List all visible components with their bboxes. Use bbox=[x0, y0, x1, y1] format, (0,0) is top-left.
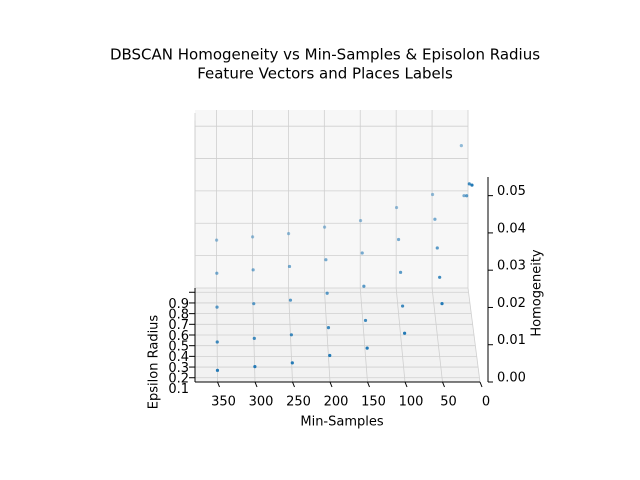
point bbox=[215, 340, 219, 344]
z-tick-label: 0.02 bbox=[497, 296, 526, 311]
chart-title: DBSCAN Homogeneity vs Min-Samples & Epis… bbox=[110, 46, 540, 64]
x-tick bbox=[479, 381, 483, 388]
point bbox=[462, 194, 466, 198]
chart-subtitle: Feature Vectors and Places Labels bbox=[197, 65, 453, 83]
point bbox=[438, 275, 442, 279]
back-pane bbox=[195, 110, 468, 288]
point bbox=[394, 205, 399, 210]
point bbox=[325, 291, 329, 295]
point bbox=[360, 251, 364, 255]
x-tick bbox=[292, 381, 295, 388]
z-axis-title: Homogeneity bbox=[530, 249, 545, 337]
point bbox=[362, 284, 366, 288]
x-tick bbox=[442, 381, 445, 388]
point bbox=[286, 232, 291, 236]
x-tick bbox=[404, 381, 408, 388]
point bbox=[215, 368, 220, 372]
point bbox=[289, 333, 293, 337]
y-tick-label: 0.6 bbox=[168, 329, 189, 344]
point bbox=[251, 268, 255, 272]
y-tick-label: 0.5 bbox=[168, 340, 189, 355]
point bbox=[396, 237, 401, 242]
x-tick-label: 200 bbox=[324, 395, 349, 410]
point bbox=[430, 192, 435, 197]
point bbox=[214, 238, 219, 242]
point bbox=[253, 365, 257, 369]
y-axis-title: Epsilon Radius bbox=[147, 315, 162, 410]
point bbox=[287, 264, 292, 269]
z-tick-label: 0.05 bbox=[497, 184, 526, 199]
x-tick-label: 150 bbox=[361, 395, 386, 410]
point bbox=[467, 182, 471, 186]
x-tick-label: 300 bbox=[249, 395, 274, 410]
x-tick-label: 100 bbox=[399, 395, 424, 410]
y-tick-label: 0.1 bbox=[168, 382, 189, 397]
y-tick-label: 0.9 bbox=[168, 297, 189, 312]
y-tick-label: 0.7 bbox=[168, 318, 189, 333]
point bbox=[252, 336, 256, 340]
z-tick-label: 0.04 bbox=[497, 221, 526, 236]
point bbox=[328, 353, 332, 358]
point bbox=[358, 218, 363, 223]
point bbox=[326, 326, 331, 330]
point bbox=[322, 225, 327, 229]
point bbox=[215, 305, 219, 309]
x-tick-label: 350 bbox=[211, 395, 236, 410]
point bbox=[365, 346, 369, 350]
x-tick bbox=[367, 381, 370, 388]
z-tick-label: 0.03 bbox=[497, 259, 526, 274]
x-tick bbox=[254, 381, 258, 388]
point bbox=[290, 361, 294, 365]
point bbox=[398, 270, 403, 274]
point bbox=[459, 144, 463, 148]
point bbox=[465, 194, 469, 198]
y-tick-label: 0.8 bbox=[168, 307, 189, 322]
point bbox=[402, 331, 407, 335]
point bbox=[363, 318, 368, 323]
x-tick bbox=[329, 381, 333, 388]
x-axis-title: Min-Samples bbox=[300, 415, 384, 430]
x-tick bbox=[217, 381, 220, 388]
point bbox=[470, 183, 474, 187]
point bbox=[435, 246, 439, 250]
point bbox=[288, 298, 293, 302]
z-tick-label: 0.01 bbox=[497, 333, 526, 348]
z-tick-label: 0.00 bbox=[497, 371, 526, 386]
point bbox=[252, 302, 256, 306]
point bbox=[250, 235, 255, 239]
point bbox=[433, 217, 437, 221]
point bbox=[324, 258, 328, 262]
x-tick-label: 50 bbox=[440, 395, 457, 410]
point bbox=[215, 271, 219, 275]
y-tick-label: 0.2 bbox=[168, 372, 189, 387]
point bbox=[400, 304, 405, 308]
x-tick-label: 0 bbox=[482, 395, 490, 410]
y-tick-label: 0.3 bbox=[168, 361, 189, 376]
point bbox=[440, 302, 444, 306]
y-tick-label: 0.4 bbox=[168, 350, 189, 365]
x-tick-label: 250 bbox=[286, 395, 311, 410]
